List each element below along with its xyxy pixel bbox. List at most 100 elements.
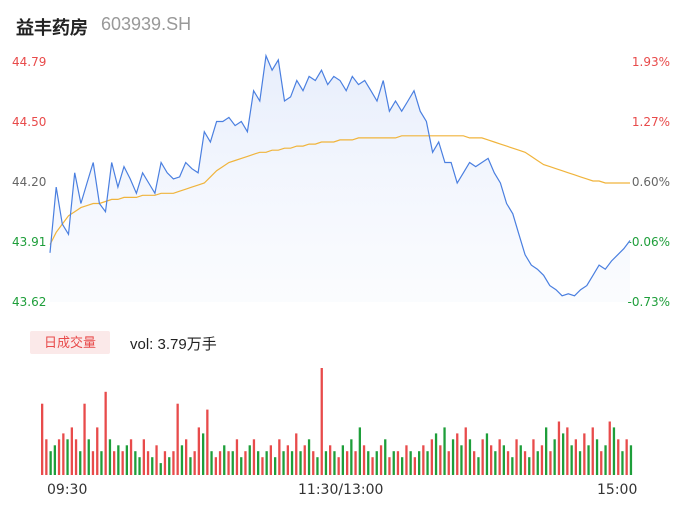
- volume-bar: [350, 439, 353, 475]
- volume-bar: [460, 445, 463, 475]
- volume-bar: [490, 445, 493, 475]
- volume-bar: [66, 439, 69, 475]
- volume-bar: [506, 451, 510, 475]
- volume-bar: [290, 451, 294, 475]
- volume-bar: [108, 439, 112, 475]
- volume-bar: [532, 439, 535, 475]
- volume-bar: [337, 457, 340, 475]
- volume-bar: [401, 457, 404, 475]
- volume-bar: [358, 427, 361, 475]
- volume-bar: [180, 445, 184, 475]
- volume-bar: [468, 439, 472, 475]
- volume-bar: [70, 427, 73, 475]
- volume-bar: [625, 439, 628, 475]
- volume-bar: [608, 421, 611, 475]
- volume-bar: [189, 457, 192, 475]
- y-left-tick: 44.20: [12, 175, 47, 189]
- stock-code: 603939.SH: [101, 14, 192, 34]
- volume-bar: [549, 451, 552, 475]
- y-left-tick: 44.79: [12, 55, 47, 69]
- volume-bar: [248, 445, 251, 475]
- volume-bar: [502, 445, 505, 475]
- volume-bar: [341, 445, 344, 475]
- volume-bar: [303, 445, 306, 475]
- volume-bar: [600, 451, 603, 475]
- volume-bar: [324, 451, 328, 475]
- y-right-tick: 1.93%: [631, 55, 670, 69]
- volume-bar: [257, 451, 260, 475]
- volume-bar: [96, 427, 99, 475]
- volume-bar: [413, 457, 416, 475]
- volume-bar: [557, 421, 561, 475]
- volume-bar: [515, 439, 518, 475]
- volume-bar: [354, 451, 357, 475]
- volume-bar: [87, 439, 90, 475]
- x-tick-open: 09:30: [47, 482, 88, 498]
- y-left-tick: 43.91: [12, 235, 47, 249]
- volume-bar: [574, 439, 577, 475]
- volume-bar: [62, 433, 65, 475]
- volume-bar: [388, 457, 391, 475]
- volume-bar: [49, 451, 52, 475]
- volume-bar: [104, 391, 107, 475]
- volume-bar: [481, 439, 484, 475]
- y-right-tick: 0.60%: [631, 175, 670, 189]
- volume-bar: [426, 451, 429, 475]
- volume-bar: [244, 451, 247, 475]
- volume-bar: [528, 457, 531, 475]
- volume-bars: [41, 368, 633, 475]
- volume-bar: [430, 439, 433, 475]
- volume-bar: [587, 445, 590, 475]
- volume-bar: [231, 451, 234, 475]
- volume-bar: [320, 368, 323, 475]
- volume-bar: [282, 451, 285, 475]
- volume-bar: [121, 451, 124, 475]
- volume-bar: [583, 433, 586, 475]
- volume-bar: [578, 451, 582, 475]
- volume-bar: [456, 433, 459, 475]
- volume-bar: [621, 451, 624, 475]
- volume-bar: [362, 445, 366, 475]
- volume-bar: [307, 439, 311, 475]
- volume-bar: [316, 457, 319, 475]
- volume-bar: [163, 451, 167, 475]
- volume-bar: [79, 451, 82, 475]
- volume-bar: [274, 457, 277, 475]
- volume-bar: [371, 457, 374, 475]
- daily-volume-tab[interactable]: 日成交量: [30, 331, 110, 354]
- volume-bar: [134, 451, 137, 475]
- volume-summary: vol: 3.79万手: [130, 336, 217, 353]
- volume-bar: [464, 427, 467, 475]
- volume-bar: [193, 451, 196, 475]
- volume-bar: [159, 463, 162, 475]
- volume-bar: [329, 445, 332, 475]
- volume-bar: [612, 427, 616, 475]
- volume-bar: [511, 457, 514, 475]
- volume-bar: [295, 433, 298, 475]
- volume-bar: [202, 433, 205, 475]
- volume-bar: [125, 445, 128, 475]
- volume-bar: [409, 451, 412, 475]
- volume-bar: [176, 403, 179, 475]
- volume-bar: [485, 433, 489, 475]
- volume-bar: [91, 451, 95, 475]
- stock-name: 益丰药房: [16, 18, 88, 38]
- volume-bar: [83, 403, 86, 475]
- x-tick-midday: 11:30/13:00: [298, 482, 384, 498]
- y-right-tick: 1.27%: [631, 115, 670, 129]
- volume-bar: [57, 439, 61, 475]
- volume-bar: [405, 445, 408, 475]
- volume-bar: [545, 427, 548, 475]
- volume-bar: [540, 445, 544, 475]
- price-line: [49, 53, 631, 297]
- volume-bar: [269, 445, 272, 475]
- volume-bar: [333, 451, 336, 475]
- volume-bar: [117, 445, 120, 475]
- volume-bar: [218, 451, 222, 475]
- y-left-tick: 44.50: [12, 115, 47, 129]
- volume-bar: [443, 427, 446, 475]
- volume-bar: [265, 451, 268, 475]
- price-area-fill: [50, 55, 630, 302]
- volume-bar: [566, 427, 569, 475]
